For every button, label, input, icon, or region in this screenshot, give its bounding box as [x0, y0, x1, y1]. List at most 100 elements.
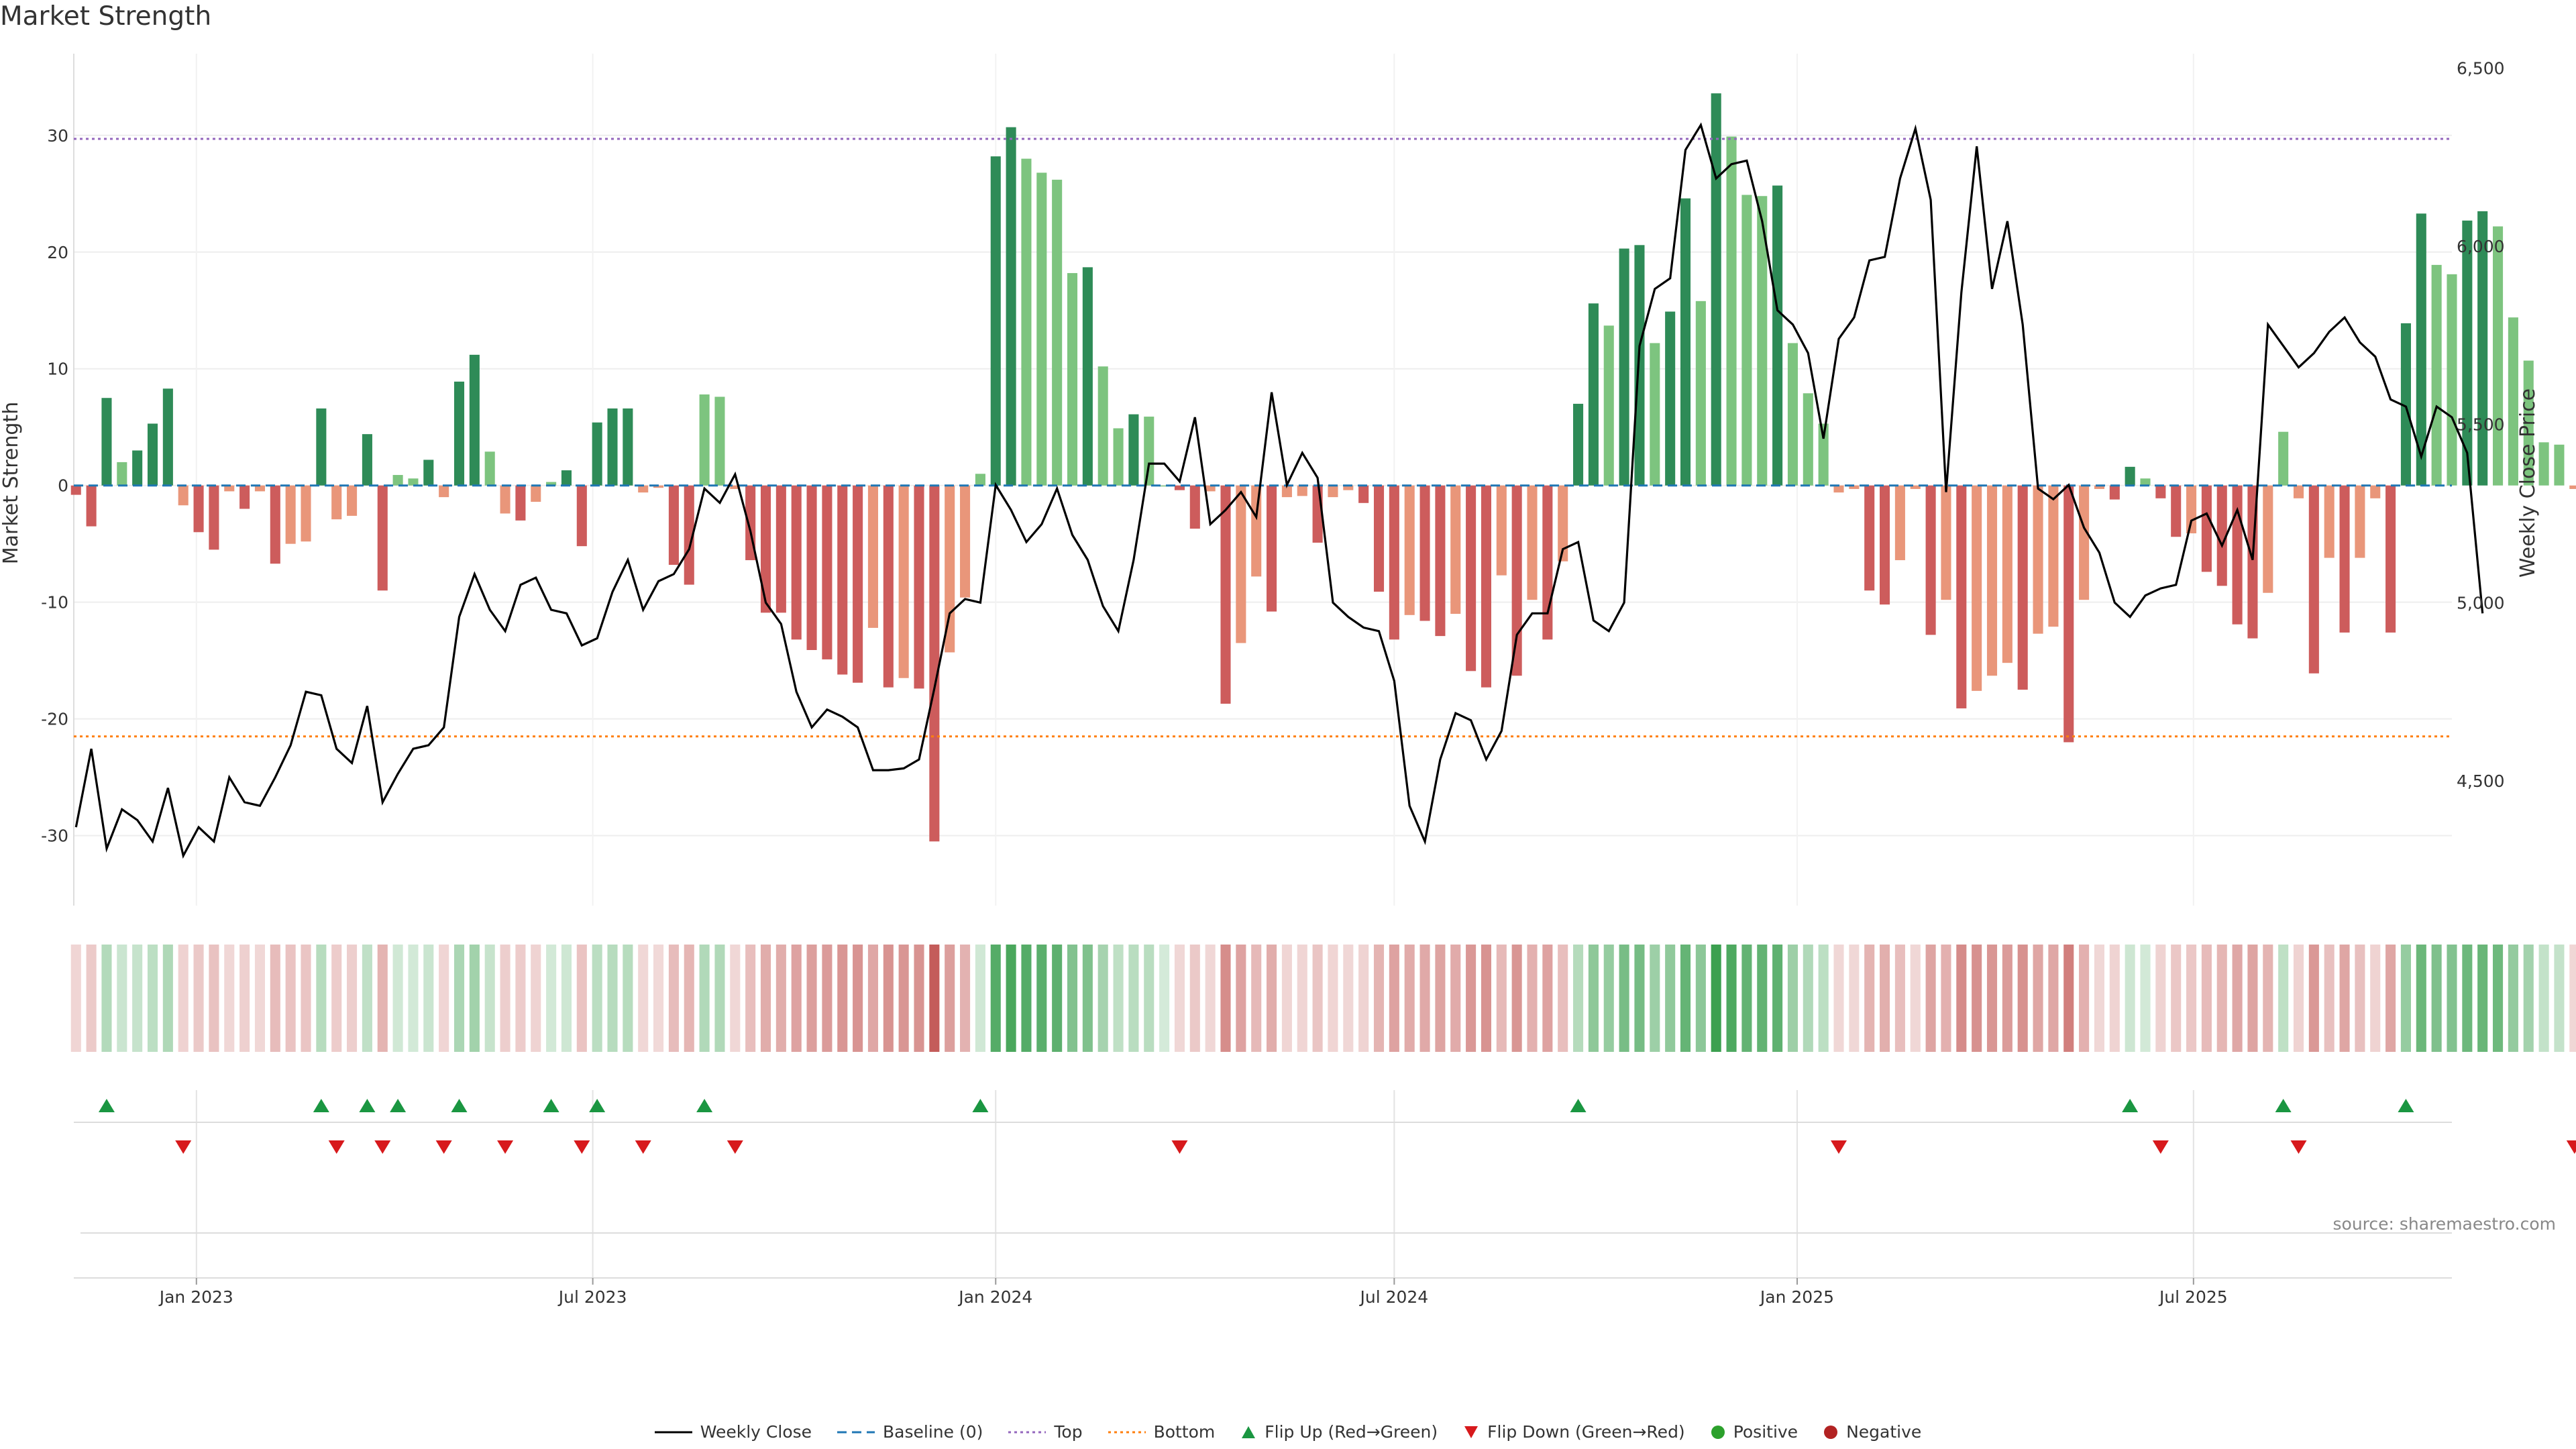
triangle-up-icon — [1242, 1426, 1256, 1438]
legend-label: Flip Down (Green→Red) — [1487, 1422, 1685, 1442]
strength-bar — [1511, 485, 1522, 676]
heat-cell — [1573, 945, 1584, 1052]
heat-cell — [162, 945, 173, 1052]
heat-cell — [668, 945, 679, 1052]
heat-cell — [239, 945, 250, 1052]
heat-cell — [623, 945, 633, 1052]
strength-bar — [883, 485, 894, 688]
heat-cell — [392, 945, 403, 1052]
heat-cell — [1818, 945, 1829, 1052]
strength-bar — [990, 156, 1001, 486]
heat-cell — [653, 945, 664, 1052]
legend-label: Negative — [1846, 1422, 1922, 1442]
heat-cell — [2216, 945, 2227, 1052]
heat-cell — [2538, 945, 2549, 1052]
triangle-down-icon — [1464, 1426, 1479, 1438]
heat-cell — [1450, 945, 1461, 1052]
flip-up-marker — [98, 1099, 115, 1112]
heat-cell — [714, 945, 725, 1052]
strength-bar — [929, 485, 940, 842]
heat-cell — [2125, 945, 2135, 1052]
strength-bar — [653, 485, 664, 488]
heat-cell — [853, 945, 863, 1052]
legend-item-negative: Negative — [1823, 1422, 1921, 1442]
strength-bar — [362, 434, 372, 486]
heat-cell — [193, 945, 204, 1052]
heat-cell — [1603, 945, 1614, 1052]
heat-cell — [1036, 945, 1047, 1052]
heat-cell — [546, 945, 557, 1052]
strength-bar — [1787, 343, 1798, 486]
heat-cell — [2477, 945, 2488, 1052]
heat-cell — [531, 945, 541, 1052]
heat-cell — [2416, 945, 2426, 1052]
strength-bar — [1634, 245, 1645, 486]
signal-panels — [74, 1122, 2452, 1279]
strength-bar — [975, 474, 985, 486]
strength-bar — [2232, 485, 2243, 625]
heat-cell — [1159, 945, 1170, 1052]
grid — [73, 54, 2452, 1278]
y-tick-label: -20 — [41, 710, 68, 729]
heat-cell — [331, 945, 342, 1052]
heat-cell — [1511, 945, 1522, 1052]
heat-cell — [1910, 945, 1921, 1052]
y2-tick-label: 5,500 — [2457, 415, 2505, 435]
heat-cell — [1772, 945, 1783, 1052]
strength-bar — [1956, 485, 1967, 708]
strength-bar — [1803, 393, 1813, 486]
strength-bar — [423, 460, 434, 486]
heat-cell — [1972, 945, 1982, 1052]
strength-bar — [1864, 485, 1875, 591]
y-tick-label: -30 — [41, 826, 68, 846]
heat-cell — [2155, 945, 2166, 1052]
heat-cell — [453, 945, 465, 1052]
heat-cell — [883, 945, 894, 1052]
heat-cell — [1558, 945, 1568, 1052]
heat-cell — [2140, 945, 2151, 1052]
strength-bar — [2493, 226, 2504, 486]
heat-cell — [2339, 945, 2350, 1052]
right-y-ticks: 6,500 6,000 5,500 5,000 4,500 — [2457, 58, 2505, 791]
legend-label: Flip Up (Red→Green) — [1265, 1422, 1438, 1442]
heat-cell — [1373, 945, 1385, 1052]
dotted-line-icon — [1108, 1431, 1146, 1433]
heat-cell — [2063, 945, 2074, 1052]
strength-bar — [1297, 485, 1307, 496]
heat-cell — [1404, 945, 1415, 1052]
legend-label: Top — [1054, 1422, 1083, 1442]
strength-bar — [1542, 485, 1553, 640]
strength-bar — [1741, 195, 1752, 486]
heat-cell — [1267, 945, 1277, 1052]
heat-cell — [1925, 945, 1936, 1052]
strength-bar — [1358, 485, 1369, 503]
strength-bar — [2477, 211, 2488, 486]
strength-bar — [2416, 213, 2426, 486]
legend-item-positive: Positive — [1711, 1422, 1798, 1442]
strength-bar — [1281, 485, 1292, 498]
strength-bar — [1373, 485, 1385, 592]
strength-bar — [347, 485, 358, 516]
heat-cell — [1481, 945, 1491, 1052]
strength-bar — [2554, 444, 2565, 486]
strength-bar — [2186, 485, 2197, 534]
heat-cell — [607, 945, 618, 1052]
flip-up-marker — [696, 1099, 713, 1112]
heat-cell — [254, 945, 266, 1052]
heat-cell — [2002, 945, 2012, 1052]
flip-down-marker — [635, 1140, 651, 1154]
heat-cell — [2247, 945, 2258, 1052]
heat-cell — [285, 945, 296, 1052]
strength-bar — [1343, 485, 1354, 490]
strength-bar — [2324, 485, 2334, 558]
strength-bar — [1466, 485, 1477, 672]
legend-item-weekly-close: Weekly Close — [654, 1422, 812, 1442]
heat-cell — [1880, 945, 1890, 1052]
strength-bar — [193, 485, 204, 533]
heat-cell — [1803, 945, 1813, 1052]
heat-cell — [1741, 945, 1752, 1052]
heat-cell — [2554, 945, 2565, 1052]
heat-cell — [101, 945, 112, 1052]
strength-bar — [2508, 317, 2518, 486]
